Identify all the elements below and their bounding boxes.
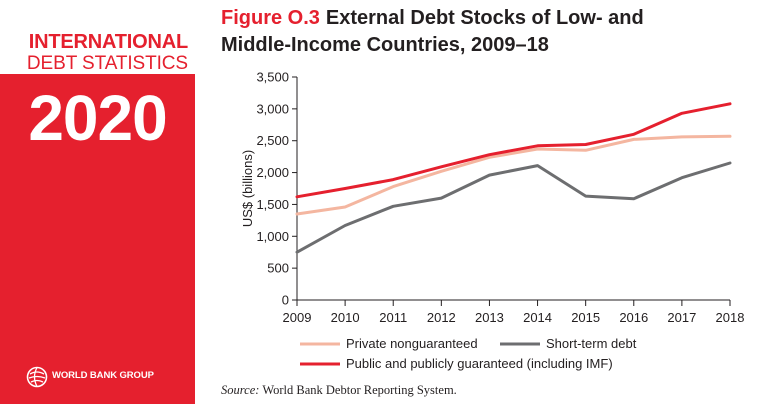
report-branding: INTERNATIONAL DEBT STATISTICS 2020 WORLD…: [0, 0, 195, 404]
legend-label: Short-term debt: [546, 336, 637, 351]
globe-icon: [26, 366, 48, 388]
x-tick-label: 2016: [619, 310, 648, 325]
source-text: World Bank Debtor Reporting System.: [262, 383, 457, 397]
figure-title-line2: Middle-Income Countries, 2009–18: [221, 34, 549, 56]
report-year: 2020: [28, 82, 167, 154]
x-tick-label: 2018: [716, 310, 745, 325]
x-tick-label: 2010: [331, 310, 360, 325]
y-tick-label: 500: [267, 261, 289, 276]
report-title-line1: INTERNATIONAL: [28, 31, 188, 53]
x-tick-label: 2014: [523, 310, 552, 325]
y-tick-label: 1,500: [256, 197, 289, 212]
y-tick-label: 3,000: [256, 101, 289, 116]
y-axis-label: US$ (billions): [240, 150, 255, 227]
source-label: Source:: [221, 383, 260, 397]
y-tick-label: 2,000: [256, 165, 289, 180]
series-line: [295, 134, 732, 216]
x-tick-label: 2012: [427, 310, 456, 325]
y-tick-label: 2,500: [256, 133, 289, 148]
report-title-line2: DEBT STATISTICS: [26, 53, 188, 74]
series-line: [295, 102, 732, 199]
x-tick-label: 2013: [475, 310, 504, 325]
publisher-name: WORLD BANK GROUP: [52, 370, 154, 381]
figure-title-line1: Figure O.3 External Debt Stocks of Low- a…: [221, 6, 644, 30]
brand-red-panel: [0, 74, 195, 404]
x-tick-label: 2011: [379, 310, 407, 325]
x-tick-label: 2009: [283, 310, 312, 325]
legend-label: Private nonguaranteed: [346, 336, 478, 351]
y-tick-label: 3,500: [256, 70, 289, 85]
figure-title-text: External Debt Stocks of Low- and: [325, 7, 644, 29]
series-line: [295, 161, 732, 254]
y-tick-label: 0: [282, 293, 289, 308]
x-tick-label: 2017: [667, 310, 696, 325]
x-tick-label: 2015: [571, 310, 600, 325]
legend-label: Public and publicly guaranteed (includin…: [346, 356, 613, 371]
source-note: Source: World Bank Debtor Reporting Syst…: [221, 383, 457, 398]
y-tick-label: 1,000: [256, 229, 289, 244]
figure-number: Figure O.3: [221, 7, 320, 29]
